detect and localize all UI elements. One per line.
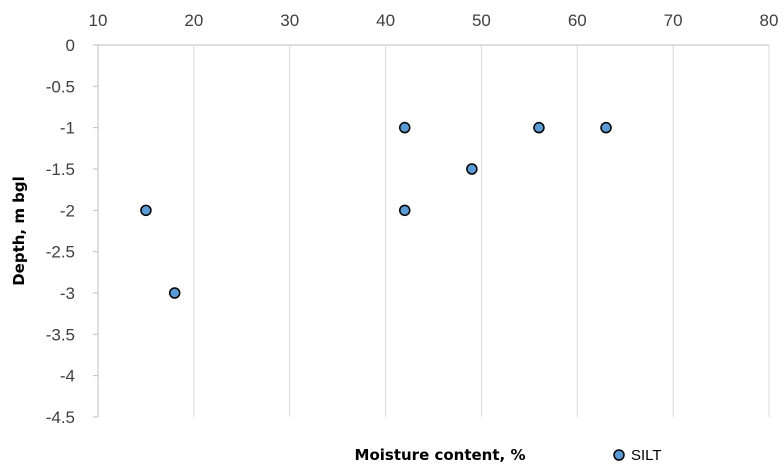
data-point-silt [398, 121, 411, 134]
y-tick-label: -4 [60, 367, 75, 386]
x-tick-label: 60 [568, 11, 587, 30]
y-tick-label: -2.5 [46, 243, 75, 262]
y-tick-label: -3 [60, 284, 75, 303]
legend-marker-silt [613, 449, 625, 461]
x-tick-label: 30 [280, 11, 299, 30]
grid-lines [193, 45, 770, 417]
data-point-silt [533, 121, 545, 134]
x-axis-title: Moisture content, % [355, 446, 526, 464]
y-tick-label: 0 [66, 36, 75, 55]
y-tick-label: -1 [60, 119, 75, 138]
x-tick-label: 10 [89, 11, 108, 30]
legend: SILT [613, 447, 662, 464]
x-tick-label: 80 [760, 11, 779, 30]
y-axis-title: Depth, m bgl [10, 176, 28, 286]
y-tick-label: -1.5 [46, 160, 75, 179]
data-point-silt [140, 204, 152, 217]
data-point-silt [168, 287, 181, 299]
legend-label-silt: SILT [631, 447, 662, 464]
x-tick-label: 50 [472, 11, 491, 30]
x-tick-label: 70 [664, 11, 683, 30]
y-tick-label: -2 [60, 201, 75, 220]
tick-labels: 10 20 30 40 50 60 70 80 0 -0.5 -1 -1.5 -2 -2.5 -3 -3.5 -… [46, 11, 779, 427]
x-tick-label: 40 [376, 11, 395, 30]
y-tick-label: -3.5 [46, 325, 75, 344]
axes [93, 44, 769, 418]
data-point-silt [600, 121, 612, 134]
x-tick-label: 20 [184, 11, 203, 30]
y-tick-label: -4.5 [46, 408, 75, 427]
data-points [140, 121, 612, 299]
data-point-silt [466, 163, 478, 175]
data-point-silt [398, 204, 411, 217]
y-tick-label: -0.5 [46, 77, 75, 96]
